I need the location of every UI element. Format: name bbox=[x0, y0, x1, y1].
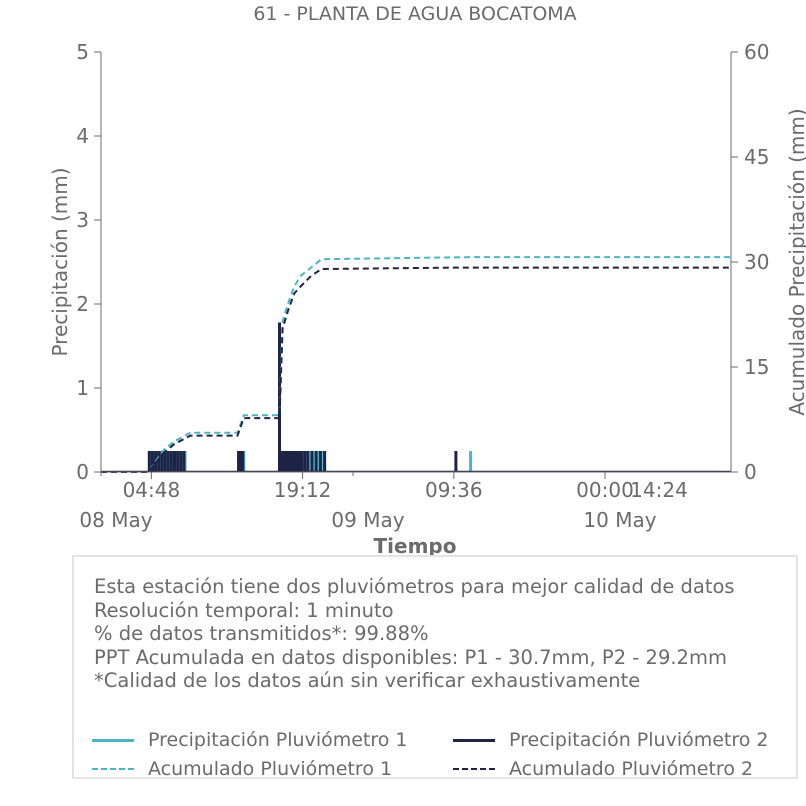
legend-label-precip-p2: Precipitación Pluviómetro 2 bbox=[509, 729, 769, 751]
info-line-accumulated: PPT Acumulada en datos disponibles: P1 -… bbox=[94, 645, 727, 669]
chart-title: 61 - PLANTA DE AGUA BOCATOMA bbox=[253, 3, 576, 25]
legend-label-acum-p1: Acumulado Pluviómetro 1 bbox=[148, 758, 393, 780]
x-tick-label: 04:48 bbox=[123, 478, 181, 502]
legend-swatch-acum-p1 bbox=[92, 768, 134, 770]
left-tick-label: 3 bbox=[76, 208, 89, 232]
legend-item-precip-p2: Precipitación Pluviómetro 2 bbox=[453, 729, 769, 751]
x-tick-label: 19:12 bbox=[274, 478, 332, 502]
legend-label-precip-p1: Precipitación Pluviómetro 1 bbox=[148, 729, 408, 751]
info-line-quality-note: *Calidad de los datos aún sin verificar … bbox=[94, 669, 641, 693]
right-tick-label: 0 bbox=[744, 460, 757, 484]
right-tick-label: 15 bbox=[744, 355, 769, 379]
right-tick-label: 60 bbox=[744, 40, 769, 64]
info-line-transmitted: % de datos transmitidos*: 99.88% bbox=[94, 622, 429, 646]
legend-item-acum-p2: Acumulado Pluviómetro 2 bbox=[453, 758, 753, 780]
x-axis-label: Tiempo bbox=[374, 534, 457, 558]
left-tick-label: 1 bbox=[76, 376, 89, 400]
info-line-dual-gauges: Esta estación tiene dos pluviómetros par… bbox=[94, 575, 735, 598]
legend-swatch-precip-p2 bbox=[453, 738, 495, 742]
legend-label-acum-p2: Acumulado Pluviómetro 2 bbox=[509, 758, 754, 780]
accumulated-line-s3 bbox=[101, 256, 731, 473]
x-tick-label: 14:24 bbox=[630, 478, 688, 502]
legend-swatch-acum-p2 bbox=[453, 768, 495, 770]
right-y-ticks: 0 15 30 45 60 bbox=[731, 40, 769, 484]
x-tick-label: 00:00 bbox=[576, 478, 634, 502]
x-date-label: 08 May bbox=[79, 508, 152, 532]
info-line-resolution: Resolución temporal: 1 minuto bbox=[94, 598, 394, 622]
info-legend-box: Esta estación tiene dos pluviómetros par… bbox=[72, 555, 798, 780]
left-y-ticks: 0 1 2 3 4 5 bbox=[76, 40, 101, 484]
x-date-label: 09 May bbox=[331, 508, 404, 532]
right-y-axis-label: Acumulado Precipitación (mm) bbox=[785, 108, 806, 415]
x-date-label: 10 May bbox=[583, 508, 656, 532]
left-tick-label: 5 bbox=[76, 40, 89, 64]
left-y-axis-label: Precipitación (mm) bbox=[48, 167, 72, 356]
legend-swatch-precip-p1 bbox=[92, 738, 134, 742]
legend-item-acum-p1: Acumulado Pluviómetro 1 bbox=[92, 758, 392, 780]
right-tick-label: 45 bbox=[744, 145, 769, 169]
x-tick-label: 09:36 bbox=[425, 478, 483, 502]
left-tick-label: 4 bbox=[76, 124, 89, 148]
left-tick-label: 2 bbox=[76, 292, 89, 316]
station-info: Esta estación tiene dos pluviómetros par… bbox=[94, 575, 735, 693]
plot-area bbox=[101, 256, 731, 473]
right-tick-label: 30 bbox=[744, 250, 769, 274]
accumulated-line-s4 bbox=[101, 266, 731, 473]
left-tick-label: 0 bbox=[76, 460, 89, 484]
legend-item-precip-p1: Precipitación Pluviómetro 1 bbox=[92, 729, 408, 751]
